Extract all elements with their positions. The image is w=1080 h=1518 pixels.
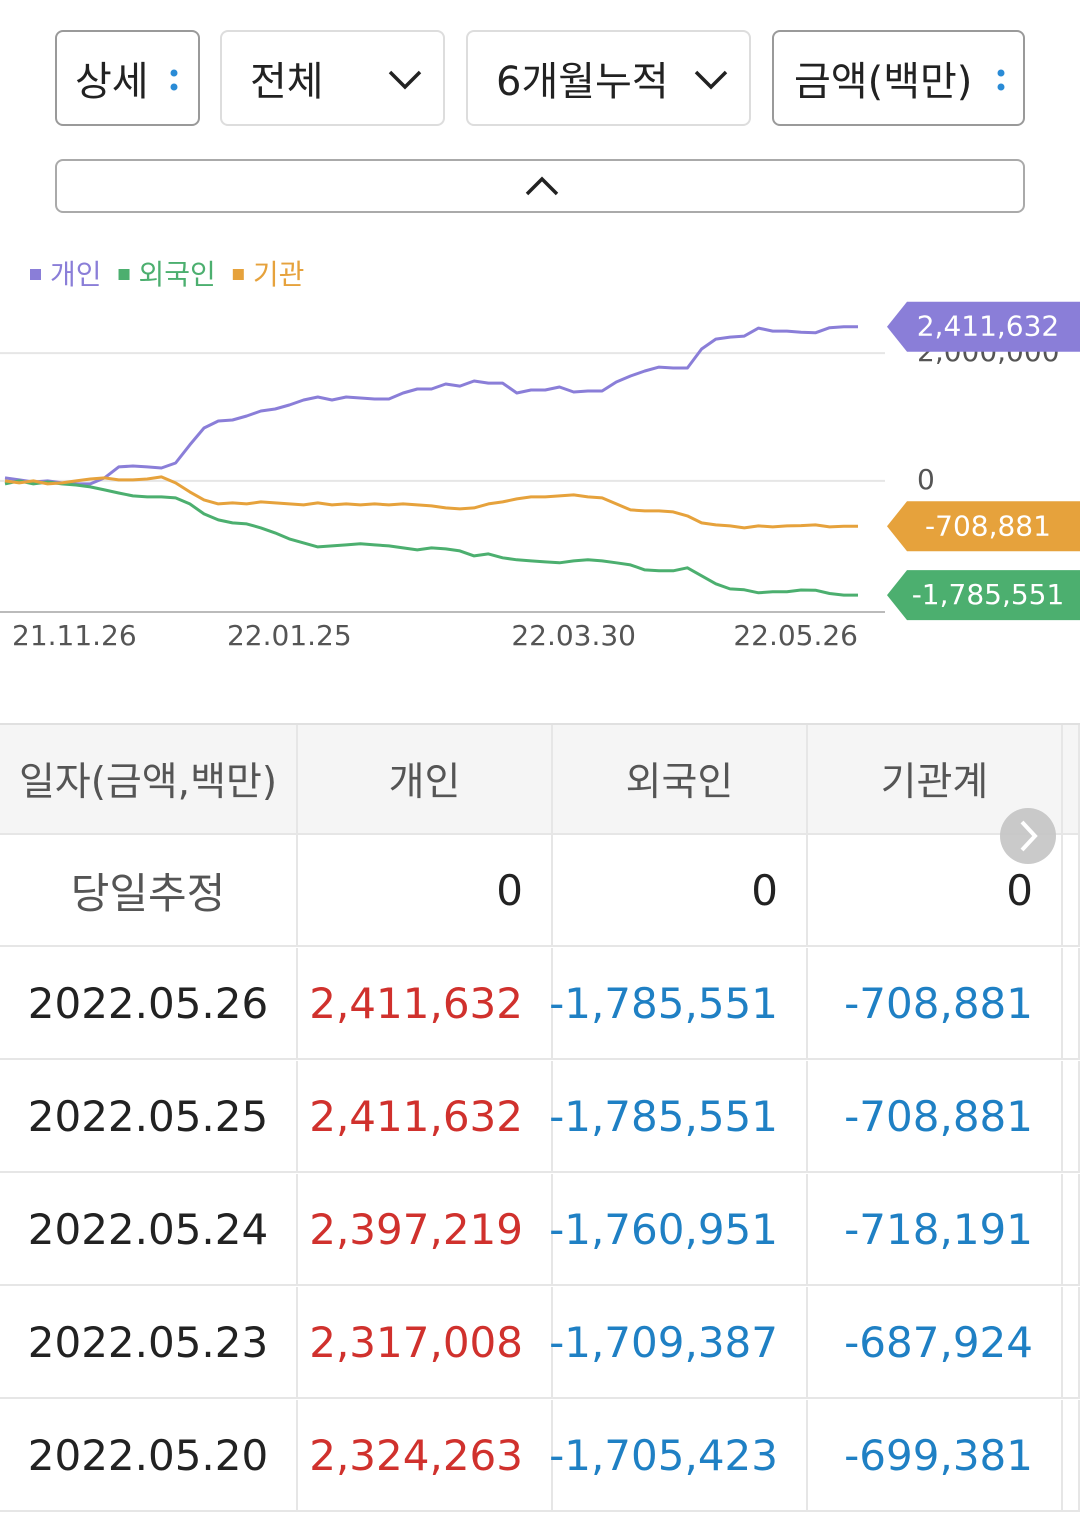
- value-cell: -1,705,423: [549, 1400, 808, 1510]
- value-cell: -1,785,551: [549, 948, 808, 1058]
- collapse-button[interactable]: [55, 159, 1025, 213]
- value-cell: -1,709,387: [549, 1287, 808, 1397]
- x-tick-label: 21.11.26: [12, 619, 137, 652]
- period-label: 6개월누적: [496, 59, 669, 105]
- legend-label: 외국인: [139, 258, 216, 291]
- menu-icon: [170, 69, 178, 91]
- value-cell: -687,924: [808, 1287, 1063, 1397]
- chart: 2,000,000021.11.2622.01.2522.03.3022.05.…: [0, 258, 1080, 652]
- date-cell: 2022.05.26: [0, 948, 298, 1058]
- date-cell: 2022.05.20: [0, 1400, 298, 1510]
- x-tick-label: 22.05.26: [733, 619, 858, 652]
- legend-swatch: [118, 269, 130, 280]
- table-row: 당일추정 0 0 0: [0, 835, 1080, 947]
- value-cell: 0: [808, 835, 1063, 945]
- table-row: 2022.05.25 2,411,632 -1,785,551 -708,881: [0, 1061, 1080, 1173]
- value-cell: -708,881: [808, 1061, 1063, 1171]
- value-cell: -699,381: [808, 1400, 1063, 1510]
- value-cell: [1063, 1061, 1080, 1171]
- value-cell: [1063, 835, 1080, 945]
- date-cell: 2022.05.23: [0, 1287, 298, 1397]
- series-line: [4, 325, 858, 486]
- value-cell: [1063, 1174, 1080, 1284]
- table-header: 일자(금액,백만) 개인 외국인 기관계: [0, 723, 1080, 835]
- header-cell: 개인: [298, 725, 553, 833]
- table-row: 2022.05.26 2,411,632 -1,785,551 -708,881: [0, 948, 1080, 1060]
- header-cell: 기관계: [808, 725, 1063, 833]
- value-cell: 0: [553, 835, 808, 945]
- value-cell: -708,881: [808, 948, 1063, 1058]
- view-label: 상세: [75, 59, 149, 105]
- y-tick-label: 0: [917, 463, 935, 496]
- series-line: [4, 475, 858, 530]
- value-cell: 2,397,219: [298, 1174, 553, 1284]
- value-cell: -718,191: [808, 1174, 1063, 1284]
- legend-swatch: [30, 269, 41, 280]
- date-cell: 2022.05.24: [0, 1174, 298, 1284]
- header-cell: [1063, 725, 1080, 833]
- chevron-up: [525, 176, 559, 196]
- unit-select[interactable]: 금액(백만): [772, 30, 1025, 126]
- filter-select[interactable]: 전체: [220, 30, 445, 126]
- view-select[interactable]: 상세: [55, 30, 200, 126]
- value-cell: 2,411,632: [298, 948, 553, 1058]
- value-tag-label: -1,785,551: [912, 578, 1065, 611]
- table-row: 2022.05.23 2,317,008 -1,709,387 -687,924: [0, 1287, 1080, 1399]
- legend-label: 기관: [253, 258, 305, 291]
- x-tick-label: 22.03.30: [511, 619, 636, 652]
- value-tag: [887, 301, 1080, 352]
- header-cell: 일자(금액,백만): [0, 725, 298, 833]
- value-cell: 2,324,263: [298, 1400, 553, 1510]
- scroll-right-button[interactable]: [1000, 808, 1056, 864]
- value-cell: [1063, 948, 1080, 1058]
- header-cell: 외국인: [553, 725, 808, 833]
- table-row: 2022.05.24 2,397,219 -1,760,951 -718,191: [0, 1174, 1080, 1286]
- value-tag-label: -708,881: [925, 509, 1051, 542]
- value-tag: [887, 501, 1080, 552]
- x-tick-label: 22.01.25: [227, 619, 352, 652]
- legend-swatch: [232, 269, 244, 280]
- chevron-down: [388, 70, 422, 90]
- value-cell: 2,411,632: [298, 1061, 553, 1171]
- date-cell: 당일추정: [0, 835, 298, 945]
- legend-label: 개인: [50, 258, 102, 291]
- chevron-down: [694, 70, 728, 90]
- series-line: [4, 479, 858, 597]
- value-cell: -1,785,551: [549, 1061, 808, 1171]
- period-select[interactable]: 6개월누적: [466, 30, 751, 126]
- filter-label: 전체: [250, 59, 324, 105]
- value-cell: 2,317,008: [298, 1287, 553, 1397]
- value-cell: 0: [298, 835, 553, 945]
- unit-label: 금액(백만): [794, 59, 973, 105]
- value-cell: [1063, 1400, 1080, 1510]
- menu-icon: [997, 69, 1005, 91]
- table-row: 2022.05.20 2,324,263 -1,705,423 -699,381: [0, 1400, 1080, 1512]
- date-cell: 2022.05.25: [0, 1061, 298, 1171]
- value-tag: [887, 570, 1080, 621]
- value-cell: [1063, 1287, 1080, 1397]
- value-cell: -1,760,951: [549, 1174, 808, 1284]
- value-tag-label: 2,411,632: [917, 310, 1060, 343]
